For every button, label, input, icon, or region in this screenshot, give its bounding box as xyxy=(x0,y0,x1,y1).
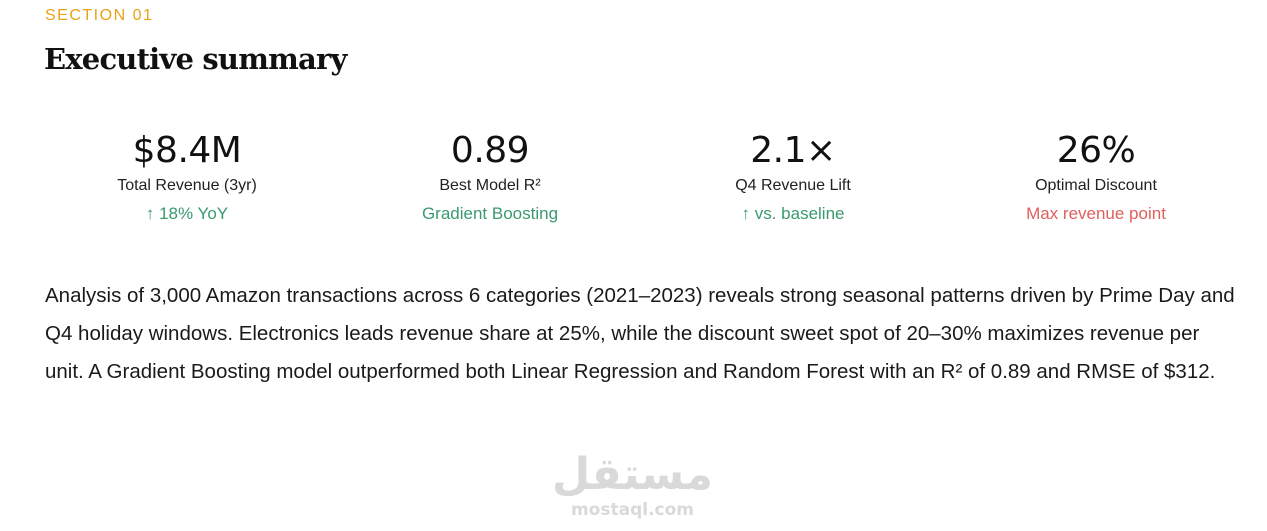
summary-paragraph: Analysis of 3,000 Amazon transactions ac… xyxy=(45,284,1235,383)
section-title: Executive summary xyxy=(44,42,347,76)
kpi-label: Optimal Discount xyxy=(1035,177,1157,194)
kpi-total-revenue: $8.4M Total Revenue (3yr) ↑ 18% YoY xyxy=(37,128,337,225)
kpi-note: Max revenue point xyxy=(1026,204,1166,223)
kpi-note: Gradient Boosting xyxy=(421,204,559,223)
kpi-best-model: 0.89 Best Model R² Gradient Boosting xyxy=(340,128,640,225)
kpi-value: 26% xyxy=(1056,130,1136,171)
kpi-q4-lift: 2.1× Q4 Revenue Lift ↑ vs. baseline xyxy=(643,128,943,225)
kpi-label: Total Revenue (3yr) xyxy=(117,177,257,194)
kpi-row: $8.4M Total Revenue (3yr) ↑ 18% YoY 0.89… xyxy=(0,128,1267,238)
kpi-note: ↑ vs. baseline xyxy=(741,204,845,223)
kpi-optimal-discount: 26% Optimal Discount Max revenue point xyxy=(946,128,1246,225)
kpi-label: Best Model R² xyxy=(439,177,541,194)
watermark-arabic: مستقل xyxy=(552,449,713,500)
kpi-value: $8.4M xyxy=(132,130,242,171)
kpi-note: ↑ 18% YoY xyxy=(145,204,229,223)
section-label: SECTION 01 xyxy=(45,7,154,24)
kpi-label: Q4 Revenue Lift xyxy=(735,177,851,194)
watermark-latin: mostaql.com xyxy=(570,500,695,520)
watermark-logo: مستقل mostaql.com xyxy=(540,449,725,521)
kpi-value: 2.1× xyxy=(750,130,836,171)
kpi-value: 0.89 xyxy=(450,130,530,171)
